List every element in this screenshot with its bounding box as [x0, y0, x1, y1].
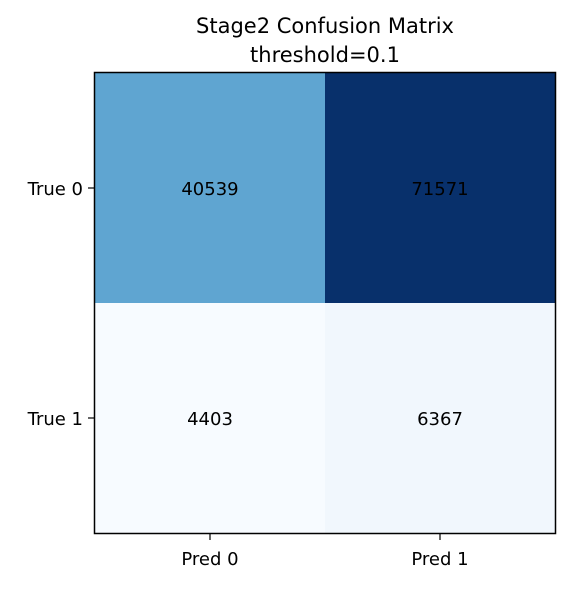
heatmap-cell-r0-c1: [325, 73, 556, 304]
heatmap-cell-r1-c1: [325, 303, 556, 534]
heatmap-cell-r1-c0: [95, 303, 326, 534]
chart-subtitle: threshold=0.1: [250, 43, 400, 67]
y-tick-label: True 0: [27, 179, 83, 200]
y-tick-label: True 1: [27, 409, 83, 430]
cell-value-label-r1-c0: 4403: [187, 409, 233, 430]
x-tick-label: Pred 0: [181, 549, 238, 570]
chart-title: Stage2 Confusion Matrix: [196, 14, 454, 38]
cell-value-label-r0-c0: 40539: [181, 179, 238, 200]
heatmap-cells: [95, 73, 556, 534]
x-tick-label: Pred 1: [411, 549, 468, 570]
heatmap-cell-labels: 40539 71571 4403 6367: [181, 179, 468, 430]
cell-value-label-r0-c1: 71571: [411, 179, 468, 200]
cell-value-label-r1-c1: 6367: [417, 409, 463, 430]
y-axis: True 0 True 1: [27, 179, 95, 430]
heatmap-cell-r0-c0: [95, 73, 326, 304]
plot-frame: [93, 71, 557, 535]
x-axis: Pred 0 Pred 1: [181, 533, 469, 570]
